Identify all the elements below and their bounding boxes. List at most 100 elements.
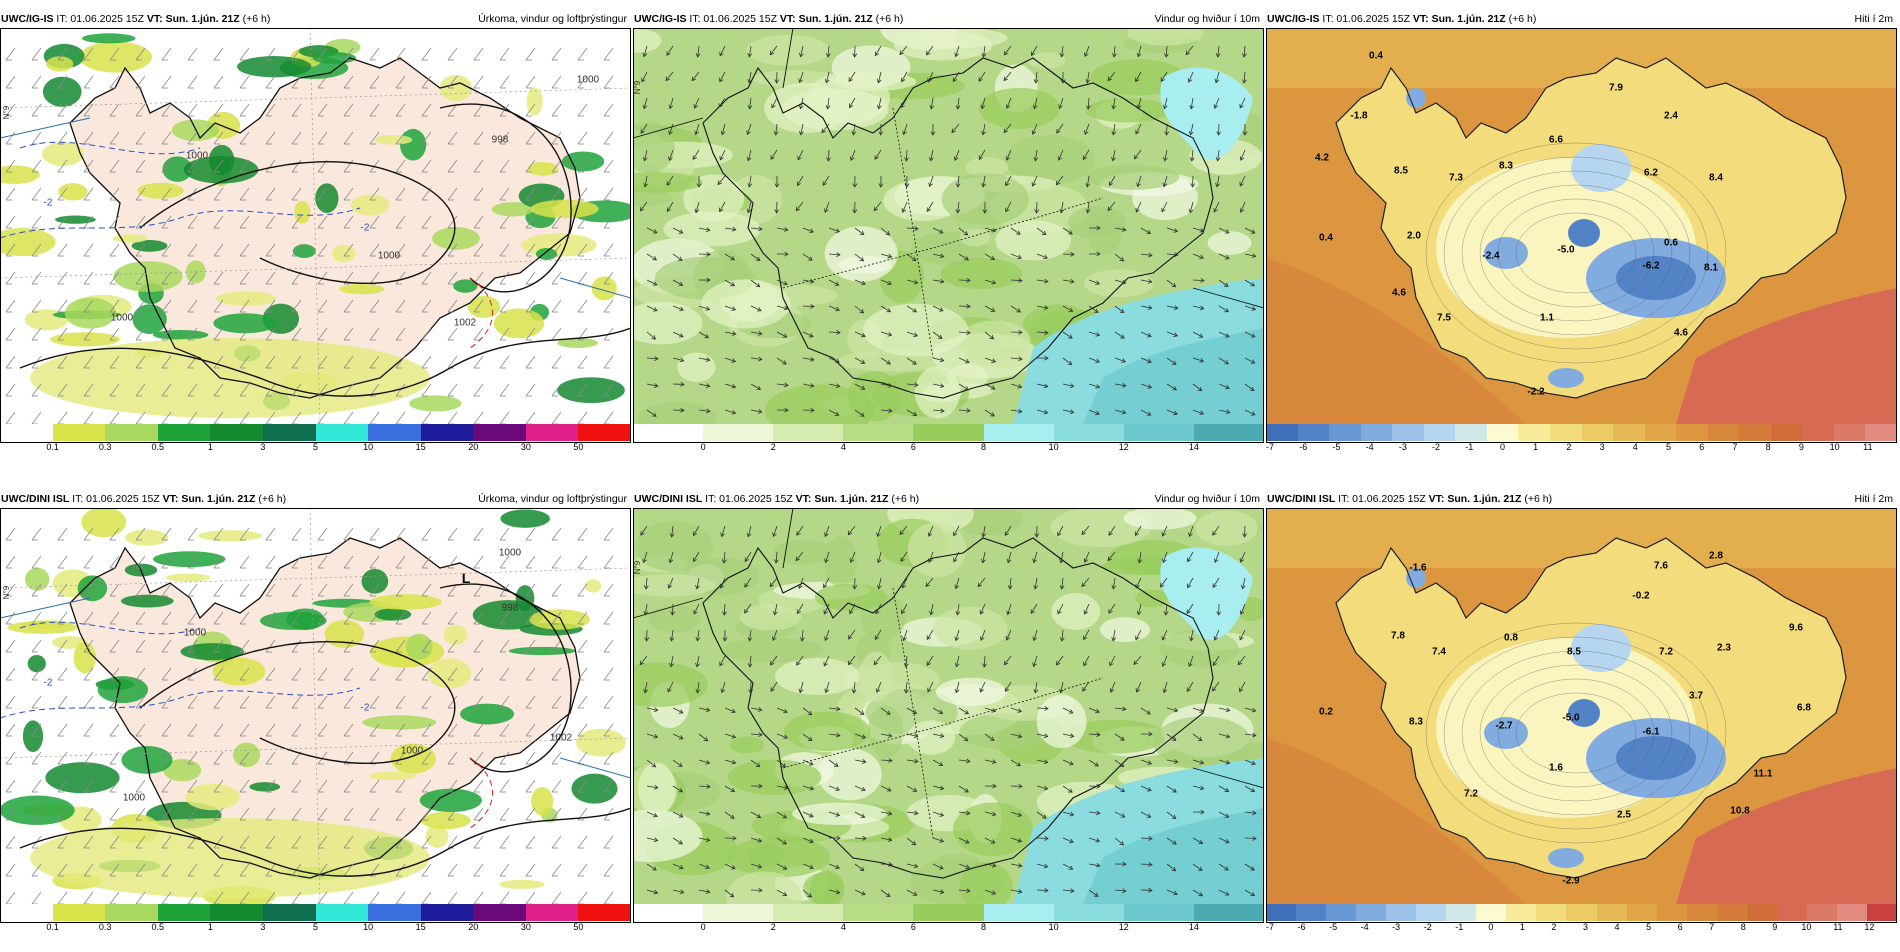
precip-cell: [260, 612, 327, 630]
temperature-value: 2.0: [1407, 231, 1421, 242]
colorbar-tick-label: 7: [1709, 922, 1714, 932]
temperature-value: 0.4: [1319, 233, 1333, 244]
init-time: IT: 01.06.2025 15Z: [54, 13, 147, 25]
wind-speed-area: [913, 28, 1008, 48]
wind-arrow: [750, 682, 751, 693]
colorbar-tick-label: 7: [1732, 442, 1737, 452]
wind-speed-area: [728, 760, 822, 795]
panel-header: UWC/DINI ISL IT: 01.06.2025 15Z VT: Sun.…: [1266, 490, 1897, 508]
colorbar-swatch: [1550, 424, 1582, 441]
colorbar-swatch: [1416, 904, 1447, 921]
temperature-value: 8.1: [1704, 263, 1718, 274]
colorbar-tick-label: 5: [1646, 922, 1651, 932]
precip-cell: [440, 75, 472, 101]
precip-cell: [185, 784, 239, 811]
colorbar-tick-label: 5: [1666, 442, 1671, 452]
map-area: N°9: [633, 28, 1264, 424]
precip-cell: [409, 395, 462, 411]
valid-time: VT: Sun. 1.jún. 21Z: [1413, 13, 1506, 25]
wind-arrow: [1218, 124, 1219, 135]
colorbar-swatch: [263, 424, 316, 441]
isobar-label: 1000: [123, 793, 145, 804]
colorbar-swatch: [1124, 904, 1195, 921]
precip-cell: [237, 56, 311, 77]
isobar-label: 1000: [111, 313, 133, 324]
colorbar-tick-label: 4: [1633, 442, 1638, 452]
wind-speed-area: [941, 258, 1023, 289]
latitude-label: N°9: [633, 81, 642, 94]
colorbar-tick-label: 30: [521, 442, 531, 452]
colorbar: [1266, 904, 1897, 921]
colorbar-swatch: [0, 424, 53, 441]
wind-speed-area: [1135, 589, 1168, 607]
precip-cell: [113, 234, 148, 243]
colorbar-swatch: [1867, 904, 1898, 921]
colorbar-swatch: [368, 424, 421, 441]
colorbar-swatch: [473, 904, 526, 921]
colorbar-tick-label: 4: [841, 442, 846, 452]
wind-speed-area: [942, 173, 1029, 225]
map-svg: [1266, 28, 1897, 424]
panel-run-info: UWC/DINI ISL IT: 01.06.2025 15Z VT: Sun.…: [1, 490, 286, 508]
temperature-value: 10.8: [1730, 806, 1749, 817]
panel-run-info: UWC/IG-IS IT: 01.06.2025 15Z VT: Sun. 1.…: [634, 10, 903, 28]
panel-header: UWC/DINI ISL IT: 01.06.2025 15Z VT: Sun.…: [633, 490, 1264, 508]
colorbar-tick-label: 20: [468, 442, 478, 452]
colorbar-swatch: [1613, 424, 1645, 441]
wind-speed-area: [803, 873, 843, 904]
wind-speed-area: [638, 763, 675, 816]
temperature-value: 0.4: [1369, 51, 1383, 62]
isobar-label: 1000: [401, 746, 423, 757]
colorbar-tick-label: 10: [363, 922, 373, 932]
init-time: IT: 01.06.2025 15Z: [1335, 493, 1428, 505]
forecast-panel: UWC/DINI ISL IT: 01.06.2025 15Z VT: Sun.…: [633, 490, 1264, 952]
colorbar-swatch: [158, 904, 211, 921]
colorbar-tick-label: 50: [573, 922, 583, 932]
valid-time: VT: Sun. 1.jún. 21Z: [147, 13, 240, 25]
precip-cell: [28, 655, 46, 672]
colorbar-swatch: [368, 904, 421, 921]
isobar-label: 1000: [577, 75, 599, 86]
colorbar-swatch: [773, 904, 844, 921]
colorbar-tick-label: 5: [313, 442, 318, 452]
colorbar-tick-label: 4: [1615, 922, 1620, 932]
wind-speed-area: [1084, 269, 1154, 297]
panel-title: Hiti í 2m: [1854, 490, 1893, 508]
forecast-panel: UWC/DINI ISL IT: 01.06.2025 15Z VT: Sun.…: [0, 490, 631, 952]
precip-cell: [137, 183, 184, 199]
colorbar-swatch: [1386, 904, 1417, 921]
colorbar-tick-label: 10: [1049, 442, 1059, 452]
colorbar-tick-label: 8: [1741, 922, 1746, 932]
colorbar: [0, 904, 631, 921]
precip-cell: [351, 195, 390, 216]
colorbar-tick-label: -6: [1298, 922, 1306, 932]
temperature-value: 4.2: [1315, 153, 1329, 164]
wind-speed-area: [775, 658, 860, 695]
colorbar-swatch: [1054, 424, 1125, 441]
colorbar-swatch: [703, 904, 774, 921]
wind-speed-area: [648, 606, 700, 633]
precip-cell: [25, 568, 49, 591]
colorbar-swatch: [773, 424, 844, 441]
precip-cell: [50, 332, 120, 346]
temperature-value: -0.2: [1632, 591, 1649, 602]
precip-cell: [468, 296, 501, 318]
lead-time: (+6 h): [888, 493, 919, 505]
panel-title: Vindur og hviður í 10m: [1155, 10, 1260, 28]
forecast-panel: UWC/IG-IS IT: 01.06.2025 15Z VT: Sun. 1.…: [633, 10, 1264, 472]
colorbar-swatch: [1566, 904, 1597, 921]
colorbar-tick-label: 6: [1699, 442, 1704, 452]
wind-speed-area: [859, 652, 893, 703]
colorbar-tick-label: 0: [701, 442, 706, 452]
isobar-label: 1002: [550, 733, 572, 744]
colorbar-tick-label: 0.1: [46, 922, 59, 932]
precip-cell: [421, 812, 471, 829]
glacier-drangajokull: [1406, 88, 1426, 108]
colorbar-tick-label: 3: [260, 922, 265, 932]
temperature-value: -1.6: [1409, 563, 1426, 574]
lead-time: (+6 h): [255, 493, 286, 505]
map-area: N°9: [633, 508, 1264, 904]
colorbar-tick-label: 6: [1678, 922, 1683, 932]
valid-time: VT: Sun. 1.jún. 21Z: [1429, 493, 1522, 505]
